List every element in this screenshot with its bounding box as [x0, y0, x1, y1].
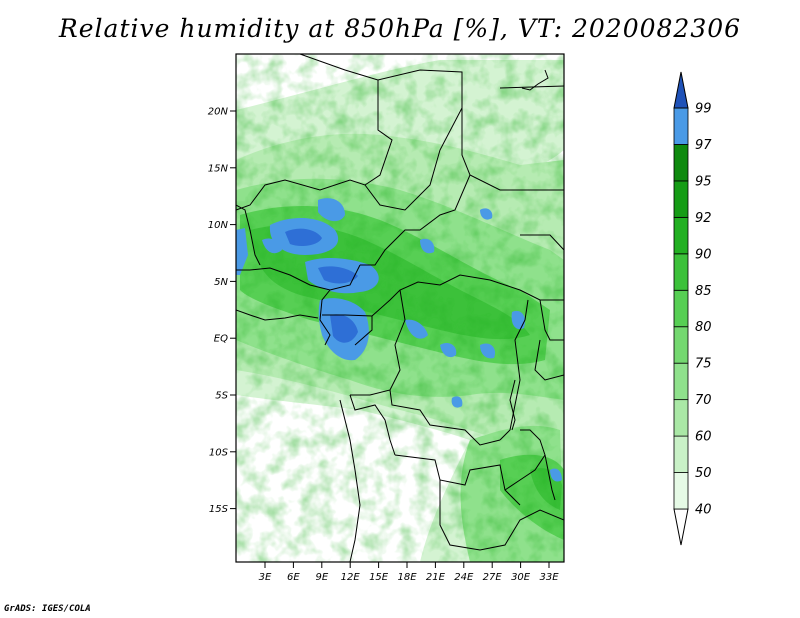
colorbar-upper-arrow	[673, 71, 689, 109]
map-frame	[235, 53, 565, 563]
lon-tick-label: 6E	[287, 572, 300, 583]
colorbar-segment	[673, 216, 689, 255]
longitude-axis: 3E 6E 9E 12E 15E 18E 21E 24E 27E 30E 33E	[259, 562, 559, 583]
colorbar-label: 50	[695, 466, 712, 481]
lon-tick-label: 15E	[369, 572, 389, 583]
colorbar-segment	[673, 399, 689, 437]
colorbar-label: 60	[695, 430, 712, 445]
colorbar-label: 85	[695, 284, 712, 299]
lon-tick-label: 21E	[426, 572, 446, 583]
colorbar-segment	[673, 362, 689, 401]
lat-tick-label: 15S	[209, 504, 229, 515]
map-title: Relative humidity at 850hPa [%], VT: 202…	[58, 14, 742, 43]
colorbar-label: 70	[695, 393, 712, 408]
colorbar-segment	[673, 326, 689, 364]
latitude-axis: 20N 15N 10N 5N EQ 5S 10S 15S	[208, 107, 236, 515]
lon-tick-label: 9E	[315, 572, 328, 583]
humidity-field	[236, 54, 564, 562]
colorbar-segment	[673, 144, 689, 182]
lat-tick-label: 10N	[208, 220, 229, 231]
lon-tick-label: 27E	[483, 572, 503, 583]
credit-text: GrADS: IGES/COLA	[4, 604, 91, 614]
colorbar-label: 99	[695, 102, 712, 117]
lat-tick-label: 5N	[214, 277, 228, 288]
lat-tick-label: 5S	[215, 391, 228, 402]
lon-tick-label: 24E	[454, 572, 474, 583]
lat-tick-label: 15N	[208, 163, 229, 174]
lon-tick-label: 3E	[259, 572, 272, 583]
lon-tick-label: 18E	[397, 572, 417, 583]
colorbar-label: 90	[695, 247, 712, 262]
country-borders	[236, 54, 564, 562]
colorbar-segment	[673, 180, 689, 218]
colorbar-segment	[673, 435, 689, 473]
lat-tick-label: 10S	[209, 447, 229, 458]
lat-tick-label: EQ	[214, 334, 228, 345]
colorbar-segment	[673, 253, 689, 291]
lat-tick-label: 20N	[208, 107, 229, 118]
lon-tick-label: 33E	[539, 572, 559, 583]
colorbar-segment	[673, 107, 689, 145]
colorbar-label: 97	[695, 138, 712, 153]
colorbar-label: 75	[695, 357, 712, 372]
colorbar-segment	[673, 472, 689, 510]
colorbar-segment	[673, 289, 689, 328]
colorbar-label: 80	[695, 320, 712, 335]
colorbar-label: 92	[695, 211, 712, 226]
colorbar-label: 40	[695, 503, 712, 518]
colorbar-lower-arrow	[673, 508, 689, 546]
lon-tick-label: 12E	[341, 572, 361, 583]
lon-tick-label: 30E	[511, 572, 531, 583]
colorbar: 40 50 60 70 75 80 85 90 92 95 97 99	[673, 71, 712, 546]
colorbar-label: 95	[695, 174, 712, 189]
